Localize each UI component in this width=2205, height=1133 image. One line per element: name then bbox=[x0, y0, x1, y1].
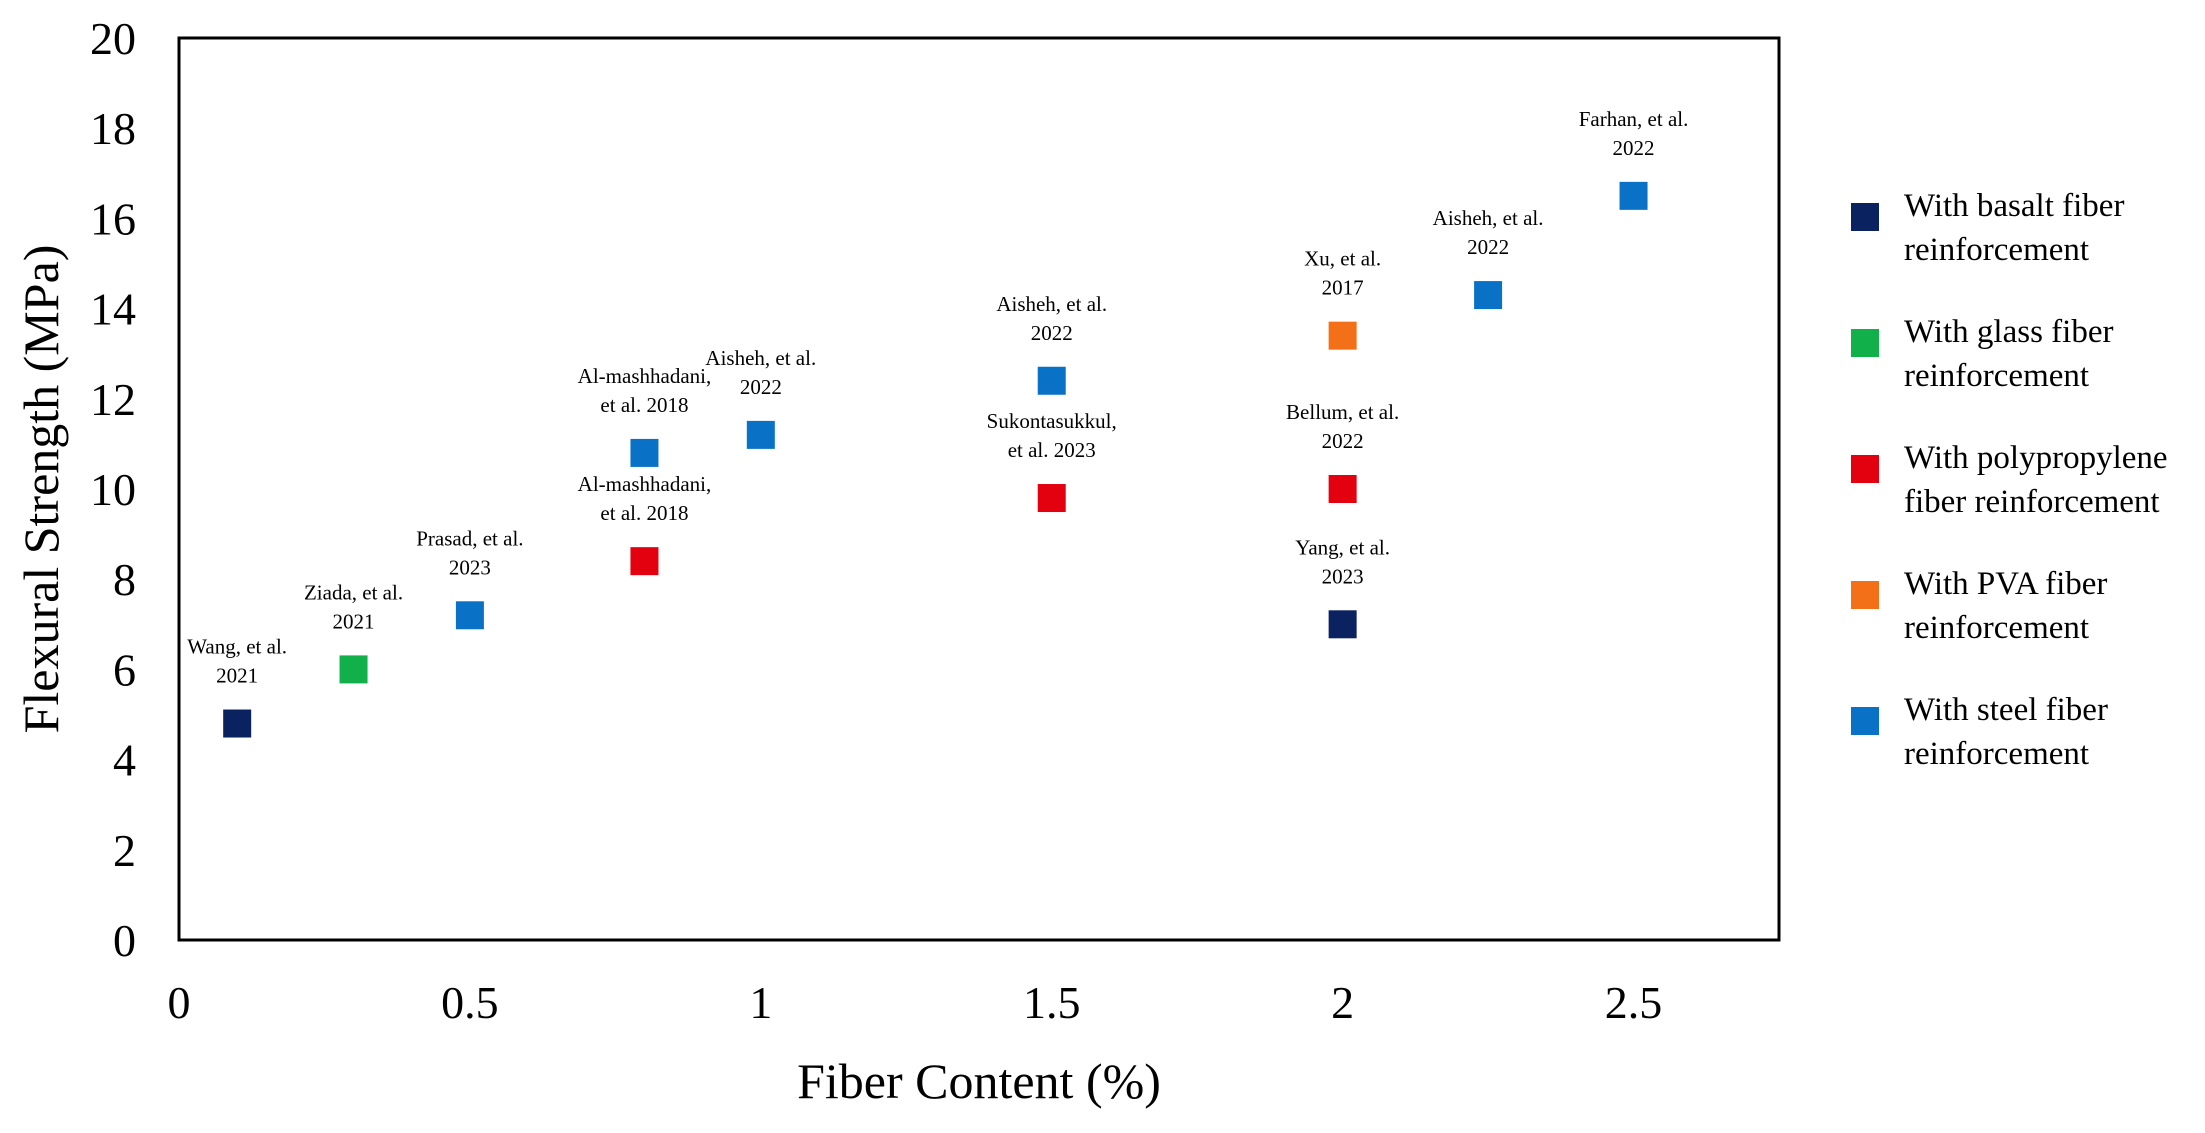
y-tick-label: 18 bbox=[90, 103, 136, 154]
legend-label: With glass fiber reinforcement bbox=[1904, 314, 2113, 394]
data-point-marker bbox=[1619, 181, 1648, 210]
legend-swatch bbox=[1851, 581, 1879, 609]
y-tick-label: 10 bbox=[90, 464, 136, 515]
plot-frame bbox=[177, 36, 1781, 942]
data-point-marker bbox=[746, 420, 775, 449]
x-tick-label: 2.5 bbox=[1605, 977, 1663, 1028]
x-tick-label: 2 bbox=[1331, 977, 1354, 1028]
y-tick-label: 8 bbox=[113, 554, 136, 605]
data-markers: Wang, et al. 2021 Yang, et al. 2023 Ziada, e… bbox=[187, 107, 1688, 738]
legend-swatch bbox=[1851, 203, 1879, 231]
data-point-marker bbox=[1328, 610, 1357, 639]
y-tick-label: 16 bbox=[90, 193, 136, 244]
data-point-marker bbox=[1474, 281, 1503, 310]
legend-label: With polypropylene fiber reinforcement bbox=[1904, 440, 2168, 520]
data-point-label: Al-mashhadani, et al. 2018 bbox=[578, 364, 712, 417]
data-point-marker bbox=[1037, 484, 1066, 513]
legend-label: With PVA fiber reinforcement bbox=[1904, 566, 2107, 646]
x-tick-label: 1.5 bbox=[1023, 977, 1081, 1028]
data-point-label: Farhan, et al. 2022 bbox=[1579, 107, 1689, 160]
data-point-label: Ziada, et al. 2021 bbox=[304, 580, 403, 633]
y-axis-ticks: 0 2 4 6 8 10 12 14 16 18 20 bbox=[90, 13, 136, 966]
data-point-label: Al-mashhadani, et al. 2018 bbox=[578, 472, 712, 525]
legend-label: With steel fiber reinforcement bbox=[1904, 692, 2108, 772]
y-tick-label: 6 bbox=[113, 644, 136, 695]
legend-swatch bbox=[1851, 707, 1879, 735]
data-point-marker bbox=[223, 709, 252, 738]
data-point-label: Prasad, et al. 2023 bbox=[416, 526, 523, 579]
data-point-marker bbox=[339, 655, 368, 684]
data-point-marker bbox=[1328, 321, 1357, 350]
x-axis-ticks: 0 0.5 1 1.5 2 2.5 bbox=[168, 977, 1663, 1028]
x-tick-label: 0 bbox=[168, 977, 191, 1028]
data-point-label: Aisheh, et al. 2022 bbox=[996, 292, 1107, 345]
y-tick-label: 12 bbox=[90, 374, 136, 425]
data-point-marker bbox=[455, 601, 484, 630]
y-axis-title: Flexural Strength (MPa) bbox=[13, 245, 69, 734]
data-point-label: Wang, et al. 2021 bbox=[187, 635, 287, 688]
y-tick-label: 0 bbox=[113, 915, 136, 966]
y-tick-label: 20 bbox=[90, 13, 136, 64]
x-tick-label: 0.5 bbox=[441, 977, 499, 1028]
data-point-marker bbox=[630, 438, 659, 467]
y-tick-label: 2 bbox=[113, 825, 136, 876]
data-point-label: Aisheh, et al. 2022 bbox=[705, 346, 816, 399]
data-point-marker bbox=[1328, 475, 1357, 503]
data-point-marker bbox=[1037, 366, 1066, 395]
data-point-label: Aisheh, et al. 2022 bbox=[1433, 206, 1544, 259]
legend: With basalt fiber reinforcement With glass… bbox=[1851, 188, 2168, 772]
x-axis-title: Fiber Content (%) bbox=[797, 1053, 1161, 1109]
legend-swatch bbox=[1851, 329, 1879, 357]
data-point-label: Bellum, et al. 2022 bbox=[1286, 400, 1399, 453]
data-point-label: Xu, et al. 2017 bbox=[1304, 247, 1381, 300]
data-point-marker bbox=[630, 547, 659, 576]
data-point-label: Sukontasukkul, et al. 2023 bbox=[987, 409, 1117, 462]
x-tick-label: 1 bbox=[749, 977, 772, 1028]
y-tick-label: 14 bbox=[90, 284, 136, 335]
data-point-label: Yang, et al. 2023 bbox=[1295, 535, 1390, 588]
legend-swatch bbox=[1851, 455, 1879, 483]
legend-label: With basalt fiber reinforcement bbox=[1904, 188, 2124, 268]
y-tick-label: 4 bbox=[113, 735, 136, 786]
